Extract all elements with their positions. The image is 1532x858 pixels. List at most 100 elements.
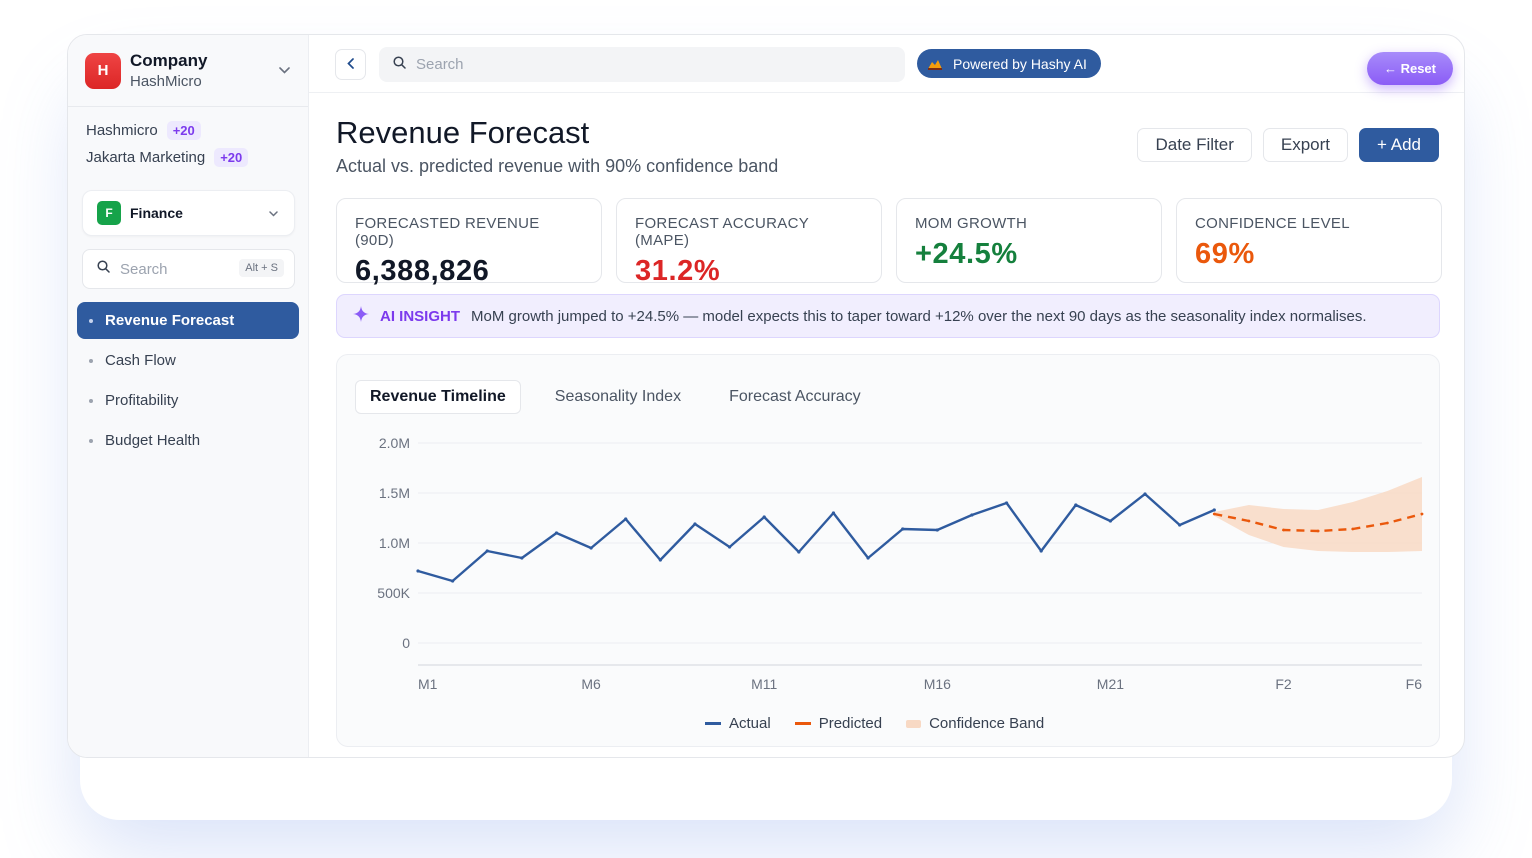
legend-label: Actual [729, 715, 771, 732]
actual-data-point [1039, 549, 1043, 553]
actual-data-point [727, 545, 732, 549]
actual-data-point [935, 528, 939, 532]
chevron-down-icon[interactable] [269, 206, 278, 220]
y-tick-label: 1.5M [379, 485, 410, 501]
nav-item-cash-flow[interactable]: Cash Flow [77, 342, 299, 379]
tab-forecast-accuracy[interactable]: Forecast Accuracy [729, 388, 861, 405]
kpi-card-forecast-accuracy: FORECAST ACCURACY (MAPE) 31.2% [616, 198, 882, 287]
org-name: Hashmicro [86, 122, 158, 139]
x-tick-label: M11 [751, 676, 777, 692]
org-list: Hashmicro +20 Jakarta Marketing +20 [68, 107, 308, 171]
x-tick-label: M16 [924, 676, 951, 692]
actual-data-point [658, 558, 662, 562]
actual-data-point [1074, 503, 1078, 507]
add-button[interactable]: + Add [1359, 128, 1439, 162]
kpi-label: MOM GROWTH [915, 215, 1028, 232]
x-tick-label: F2 [1275, 676, 1292, 692]
main-content: Powered by Hashy AI ← Reset Revenue Fore… [309, 35, 1464, 757]
company-logo: H [85, 52, 121, 89]
top-bar: Powered by Hashy AI ← Reset [309, 35, 1464, 93]
nav-item-budget-health[interactable]: Budget Health [77, 422, 299, 459]
revenue-timeline-chart: 2.0M 1.5M 1.0M 500K 0 M1 M6 M11 M16 M21 F2 F6 [377, 435, 1424, 692]
x-tick-label: M6 [581, 676, 601, 692]
tab-revenue-timeline[interactable]: Revenue Timeline [355, 380, 521, 414]
actual-data-point [693, 522, 697, 526]
ai-insight-banner: AI INSIGHT MoM growth jumped to +24.5% —… [336, 294, 1440, 338]
reset-button[interactable]: ← Reset [1366, 52, 1453, 85]
actual-data-point [970, 513, 974, 517]
kpi-label: FORECASTED REVENUE (90D) [355, 215, 540, 249]
y-tick-label: 2.0M [379, 435, 410, 451]
actual-data-point [520, 556, 524, 560]
kpi-card-forecasted-revenue: FORECASTED REVENUE (90D) 6,388,826 [336, 198, 602, 287]
back-button[interactable] [335, 49, 366, 80]
actual-data-point [416, 569, 420, 573]
company-switcher[interactable]: H Company HashMicro [68, 35, 308, 107]
x-tick-label: M21 [1097, 676, 1124, 692]
actual-data-point [1108, 519, 1113, 523]
predicted-data-point [1282, 528, 1285, 532]
actual-data-point [451, 579, 455, 583]
predicted-data-point [1420, 512, 1424, 516]
legend-label: Confidence Band [929, 715, 1045, 732]
y-tick-label: 500K [377, 585, 410, 601]
top-search-input[interactable] [416, 56, 615, 73]
legend-swatch [705, 722, 721, 725]
module-selector[interactable]: F Finance [82, 190, 295, 236]
legend-label: Predicted [818, 715, 883, 732]
nav-item-profitability[interactable]: Profitability [77, 382, 299, 419]
legend-item-confidence-band: Confidence Band [906, 715, 1044, 732]
kpi-row: FORECASTED REVENUE (90D) 6,388,826 FOREC… [336, 198, 1442, 287]
actual-series-line [417, 492, 1215, 583]
top-search [379, 47, 905, 82]
legend-swatch [906, 719, 922, 728]
chart-legend: Actual Predicted Confidence Band [705, 715, 1044, 732]
module-label: Finance [130, 205, 183, 221]
nav-item-label: Profitability [105, 392, 179, 409]
actual-data-point [624, 517, 628, 521]
company-subtitle: HashMicro [130, 73, 202, 90]
actual-data-point [762, 515, 766, 519]
insight-label: AI INSIGHT [380, 307, 461, 325]
sidebar: H Company HashMicro Hashmicro +20 Jakart… [68, 35, 309, 757]
kpi-card-confidence-level: CONFIDENCE LEVEL 69% [1176, 198, 1442, 283]
export-button[interactable]: Export [1262, 128, 1349, 162]
module-icon: F [97, 201, 121, 225]
legend-item-predicted: Predicted [794, 715, 883, 732]
sidebar-nav: Revenue Forecast Cash Flow Profitability… [68, 302, 308, 459]
search-icon [393, 55, 406, 74]
page-title: Revenue Forecast [336, 115, 590, 150]
org-count-badge: +20 [214, 148, 249, 167]
bullet-icon [89, 438, 93, 443]
kpi-label: CONFIDENCE LEVEL [1195, 215, 1350, 232]
bullet-icon [89, 358, 93, 363]
predicted-data-point [1212, 512, 1216, 516]
predicted-data-point [1316, 529, 1320, 533]
kpi-value: 69% [1195, 238, 1255, 270]
actual-data-point [485, 549, 489, 553]
date-filter-button[interactable]: Date Filter [1137, 128, 1252, 162]
powered-by-badge[interactable]: Powered by Hashy AI [917, 49, 1101, 78]
kpi-card-mom-growth: MOM GROWTH +24.5% [896, 198, 1162, 283]
actual-data-point [866, 556, 870, 560]
kpi-value: 6,388,826 [355, 255, 490, 287]
actual-data-point [797, 550, 801, 554]
org-name: Jakarta Marketing [86, 149, 206, 166]
page-subtitle: Actual vs. predicted revenue with 90% co… [336, 156, 779, 176]
org-item[interactable]: Hashmicro +20 [86, 117, 290, 144]
chart-tabs: Revenue Timeline Seasonality Index Forec… [355, 380, 895, 414]
tab-seasonality-index[interactable]: Seasonality Index [554, 388, 682, 405]
actual-data-point [831, 511, 836, 515]
shortcut-hint: Alt + S [239, 259, 284, 277]
chevron-down-icon[interactable] [279, 63, 290, 77]
org-item[interactable]: Jakarta Marketing +20 [86, 144, 290, 171]
chevron-left-icon [347, 57, 354, 72]
sidebar-search-input[interactable] [120, 260, 220, 278]
y-tick-label: 1.0M [379, 535, 410, 551]
hashy-ai-icon [927, 58, 943, 70]
confidence-band-area [1214, 477, 1422, 552]
app-window: H Company HashMicro Hashmicro +20 Jakart… [67, 34, 1465, 758]
predicted-data-point [1351, 527, 1355, 531]
nav-item-revenue-forecast[interactable]: Revenue Forecast [77, 302, 299, 339]
company-name: Company [130, 51, 208, 70]
